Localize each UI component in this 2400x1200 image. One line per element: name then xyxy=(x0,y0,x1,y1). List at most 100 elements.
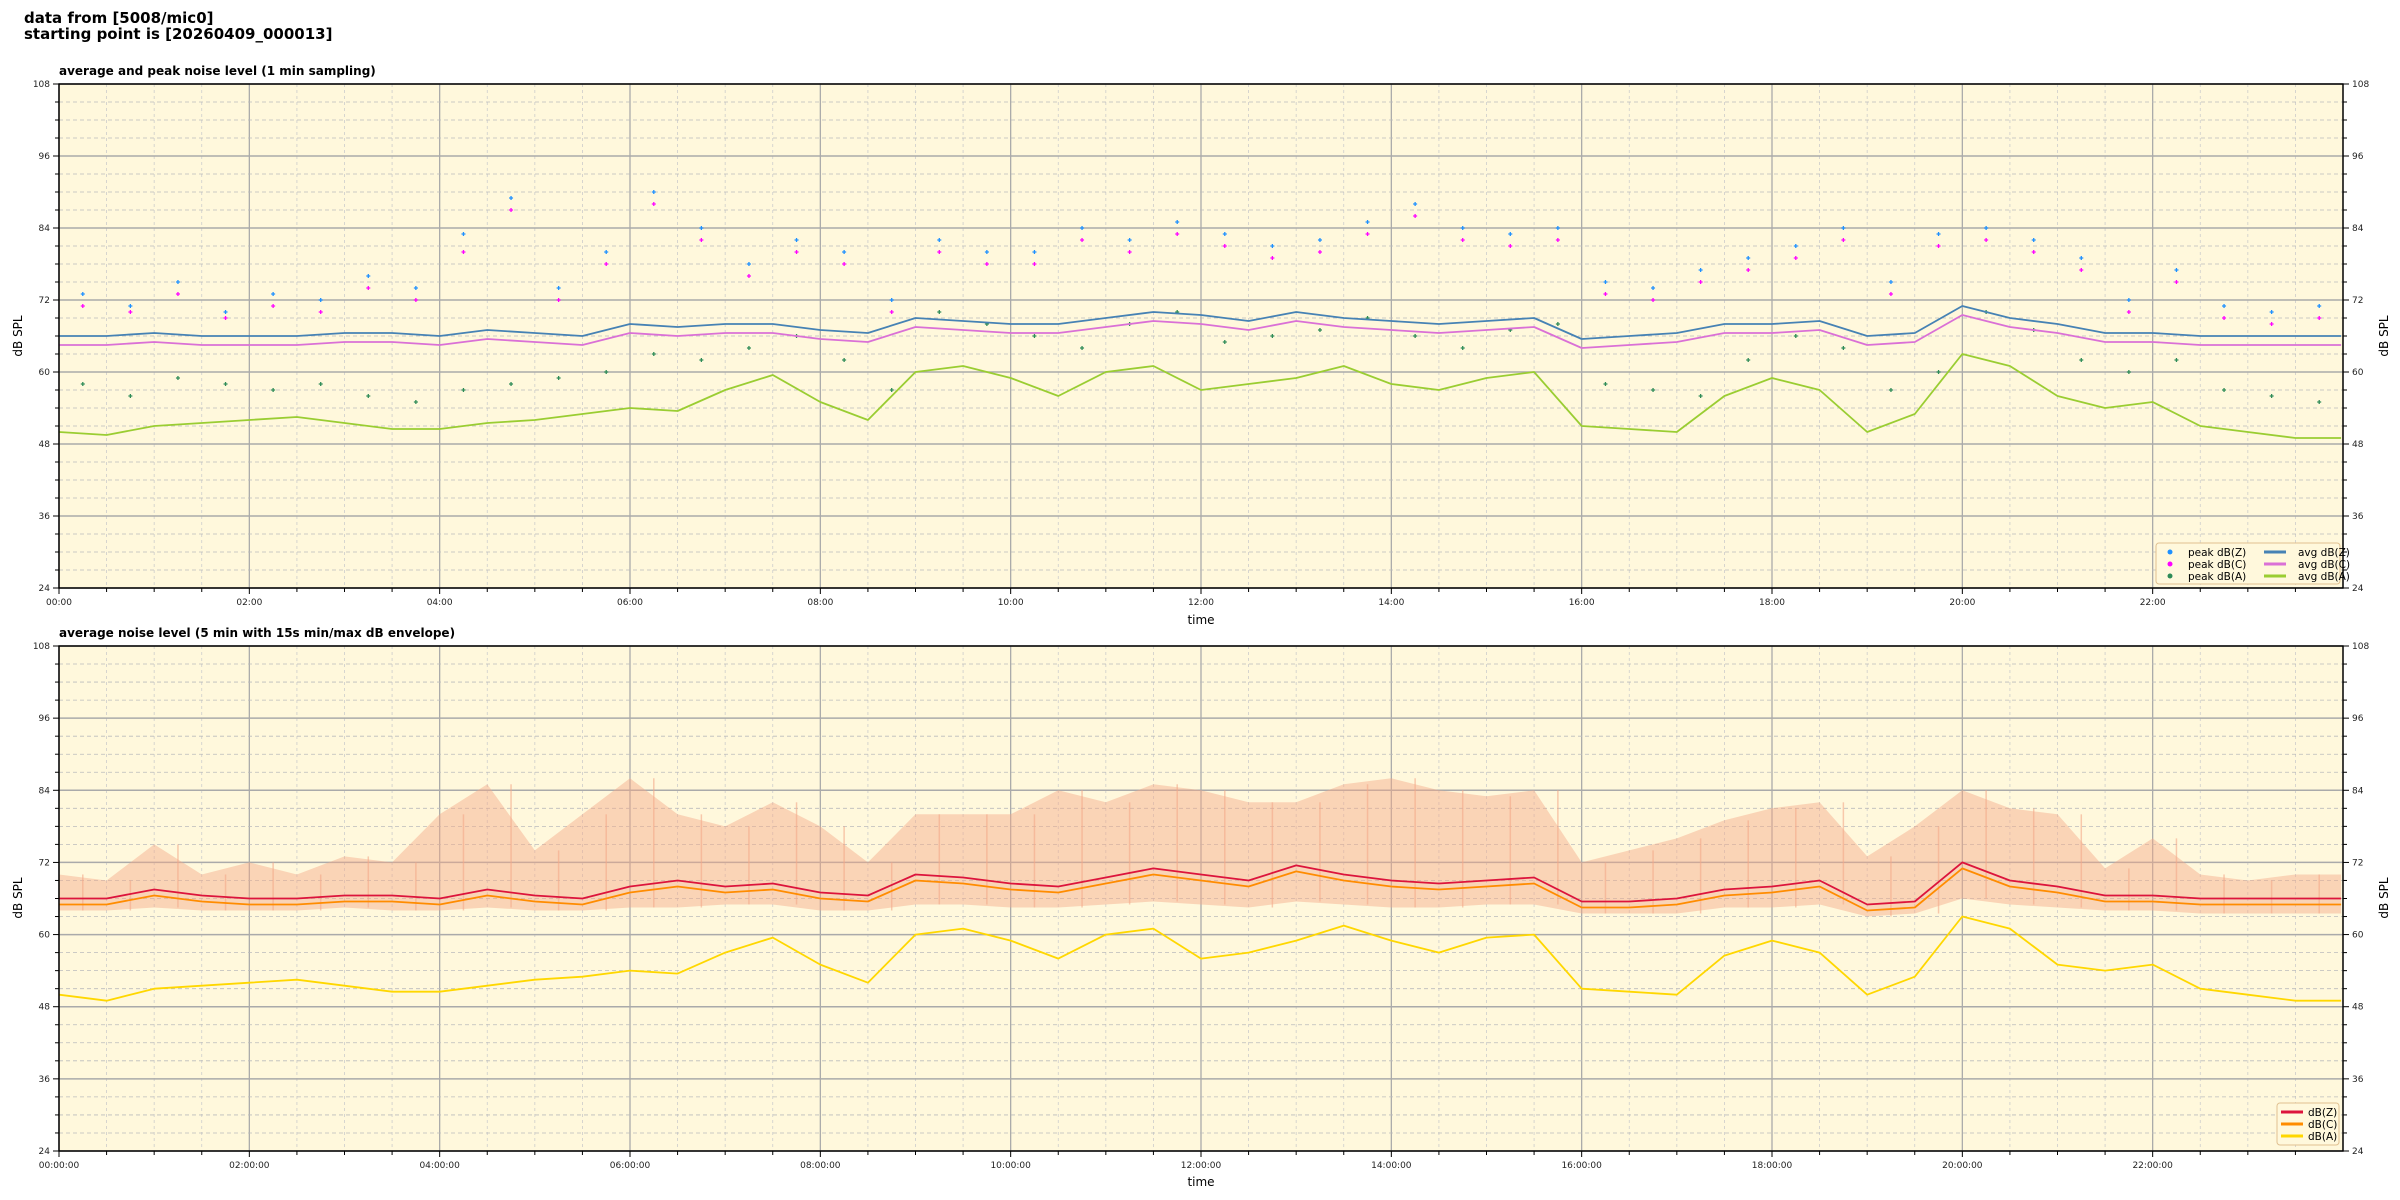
scatter-point-peak-db-z- xyxy=(1888,280,1893,284)
x-tick-label: 10:00:00 xyxy=(990,1161,1031,1171)
x-tick-label: 14:00:00 xyxy=(1371,1161,1412,1171)
scatter-point-peak-db-a- xyxy=(556,376,561,380)
scatter-point-peak-db-z- xyxy=(223,310,228,314)
y-tick-label-right: 36 xyxy=(2352,1075,2364,1085)
y-tick-label-left: 36 xyxy=(39,1075,51,1085)
scatter-point-peak-db-c- xyxy=(1460,238,1465,242)
scatter-point-peak-db-c- xyxy=(651,202,656,206)
y-tick-label-right: 24 xyxy=(2352,1147,2364,1157)
y-tick-label-left: 48 xyxy=(39,440,51,450)
scatter-point-peak-db-a- xyxy=(80,382,85,386)
scatter-point-peak-db-c- xyxy=(746,274,751,278)
scatter-point-peak-db-a- xyxy=(937,310,942,314)
scatter-point-peak-db-z- xyxy=(1936,232,1941,236)
y-tick-label-left: 96 xyxy=(39,714,51,724)
x-tick-label: 16:00:00 xyxy=(1561,1161,1602,1171)
chart-title: average and peak noise level (1 min samp… xyxy=(59,64,376,78)
scatter-point-peak-db-c- xyxy=(2222,316,2227,320)
scatter-point-peak-db-z- xyxy=(2269,310,2274,314)
y-tick-label-left: 24 xyxy=(39,584,51,594)
scatter-point-peak-db-a- xyxy=(1841,346,1846,350)
x-tick-label: 08:00:00 xyxy=(800,1161,841,1171)
scatter-point-peak-db-z- xyxy=(794,238,799,242)
x-axis-label: time xyxy=(1187,613,1214,627)
scatter-point-peak-db-c- xyxy=(842,262,847,266)
y-tick-label-left: 60 xyxy=(39,368,51,378)
scatter-point-peak-db-a- xyxy=(1080,346,1085,350)
chart-title: average noise level (5 min with 15s min/… xyxy=(59,626,455,640)
scatter-point-peak-db-a- xyxy=(366,394,371,398)
scatter-point-peak-db-c- xyxy=(794,250,799,254)
scatter-point-peak-db-z- xyxy=(651,190,656,194)
scatter-point-peak-db-c- xyxy=(1080,238,1085,242)
y-tick-label-left: 84 xyxy=(39,224,51,234)
legend: dB(Z)dB(C)dB(A) xyxy=(2276,1102,2340,1146)
scatter-point-peak-db-z- xyxy=(1508,232,1513,236)
scatter-point-peak-db-a- xyxy=(509,382,514,386)
y-tick-label-right: 72 xyxy=(2352,858,2363,868)
scatter-point-peak-db-c- xyxy=(889,310,894,314)
scatter-point-peak-db-z- xyxy=(699,226,704,230)
scatter-point-peak-db-c- xyxy=(1413,214,1418,218)
scatter-point-peak-db-a- xyxy=(1555,322,1560,326)
x-tick-label: 14:00 xyxy=(1378,598,1404,608)
scatter-point-peak-db-z- xyxy=(1841,226,1846,230)
scatter-point-peak-db-z- xyxy=(271,292,276,296)
scatter-point-peak-db-a- xyxy=(175,376,180,380)
scatter-point-peak-db-z- xyxy=(2031,238,2036,242)
scatter-point-peak-db-a- xyxy=(2317,400,2322,404)
legend-label: dB(Z) xyxy=(2308,1107,2337,1119)
series-line-db-a- xyxy=(59,915,2342,1002)
y-tick-label-left: 96 xyxy=(39,152,51,162)
y-tick-label-left: 84 xyxy=(39,786,51,796)
x-tick-label: 02:00:00 xyxy=(229,1161,270,1171)
scatter-point-peak-db-z- xyxy=(1698,268,1703,272)
scatter-point-peak-db-z- xyxy=(509,196,514,200)
header-start: starting point is [20260409_000013] xyxy=(24,25,332,43)
scatter-point-peak-db-c- xyxy=(80,304,85,308)
y-tick-label-right: 48 xyxy=(2352,1003,2364,1013)
scatter-point-peak-db-c- xyxy=(937,250,942,254)
x-tick-label: 04:00 xyxy=(427,598,453,608)
scatter-point-peak-db-z- xyxy=(2174,268,2179,272)
scatter-point-peak-db-z- xyxy=(461,232,466,236)
scatter-point-peak-db-a- xyxy=(271,388,276,392)
scatter-point-peak-db-c- xyxy=(1317,250,1322,254)
x-tick-label: 12:00 xyxy=(1188,598,1214,608)
x-tick-label: 18:00:00 xyxy=(1752,1161,1793,1171)
y-tick-label-right: 48 xyxy=(2352,440,2364,450)
x-tick-label: 00:00:00 xyxy=(39,1161,80,1171)
scatter-point-peak-db-c- xyxy=(2174,280,2179,284)
legend-marker xyxy=(2167,549,2173,555)
legend-label: avg dB(C) xyxy=(2298,559,2350,571)
scatter-point-peak-db-c- xyxy=(413,298,418,302)
scatter-point-peak-db-a- xyxy=(889,388,894,392)
scatter-point-peak-db-a- xyxy=(128,394,133,398)
plot-frame xyxy=(58,645,2344,1152)
y-tick-label-left: 36 xyxy=(39,512,51,522)
scatter-point-peak-db-c- xyxy=(175,292,180,296)
series-line-avg-db-a- xyxy=(59,353,2342,439)
scatter-point-peak-db-z- xyxy=(2079,256,2084,260)
scatter-point-peak-db-c- xyxy=(604,262,609,266)
scatter-point-peak-db-z- xyxy=(366,274,371,278)
x-tick-label: 08:00 xyxy=(807,598,833,608)
scatter-point-peak-db-c- xyxy=(318,310,323,314)
x-tick-label: 18:00 xyxy=(1759,598,1785,608)
scatter-point-peak-db-a- xyxy=(2079,358,2084,362)
y-tick-label-left: 24 xyxy=(39,1147,51,1157)
x-tick-label: 16:00 xyxy=(1569,598,1595,608)
y-tick-label-right: 84 xyxy=(2352,786,2364,796)
scatter-point-peak-db-z- xyxy=(1317,238,1322,242)
scatter-point-peak-db-a- xyxy=(2174,358,2179,362)
scatter-point-peak-db-z- xyxy=(984,250,989,254)
scatter-point-peak-db-a- xyxy=(318,382,323,386)
scatter-point-peak-db-c- xyxy=(699,238,704,242)
scatter-point-peak-db-c- xyxy=(1508,244,1513,248)
scatter-point-peak-db-z- xyxy=(1080,226,1085,230)
scatter-point-peak-db-c- xyxy=(2079,268,2084,272)
scatter-point-peak-db-z- xyxy=(556,286,561,290)
y-tick-label-left: 60 xyxy=(39,931,51,941)
scatter-point-peak-db-c- xyxy=(2126,310,2131,314)
scatter-point-peak-db-c- xyxy=(2031,250,2036,254)
